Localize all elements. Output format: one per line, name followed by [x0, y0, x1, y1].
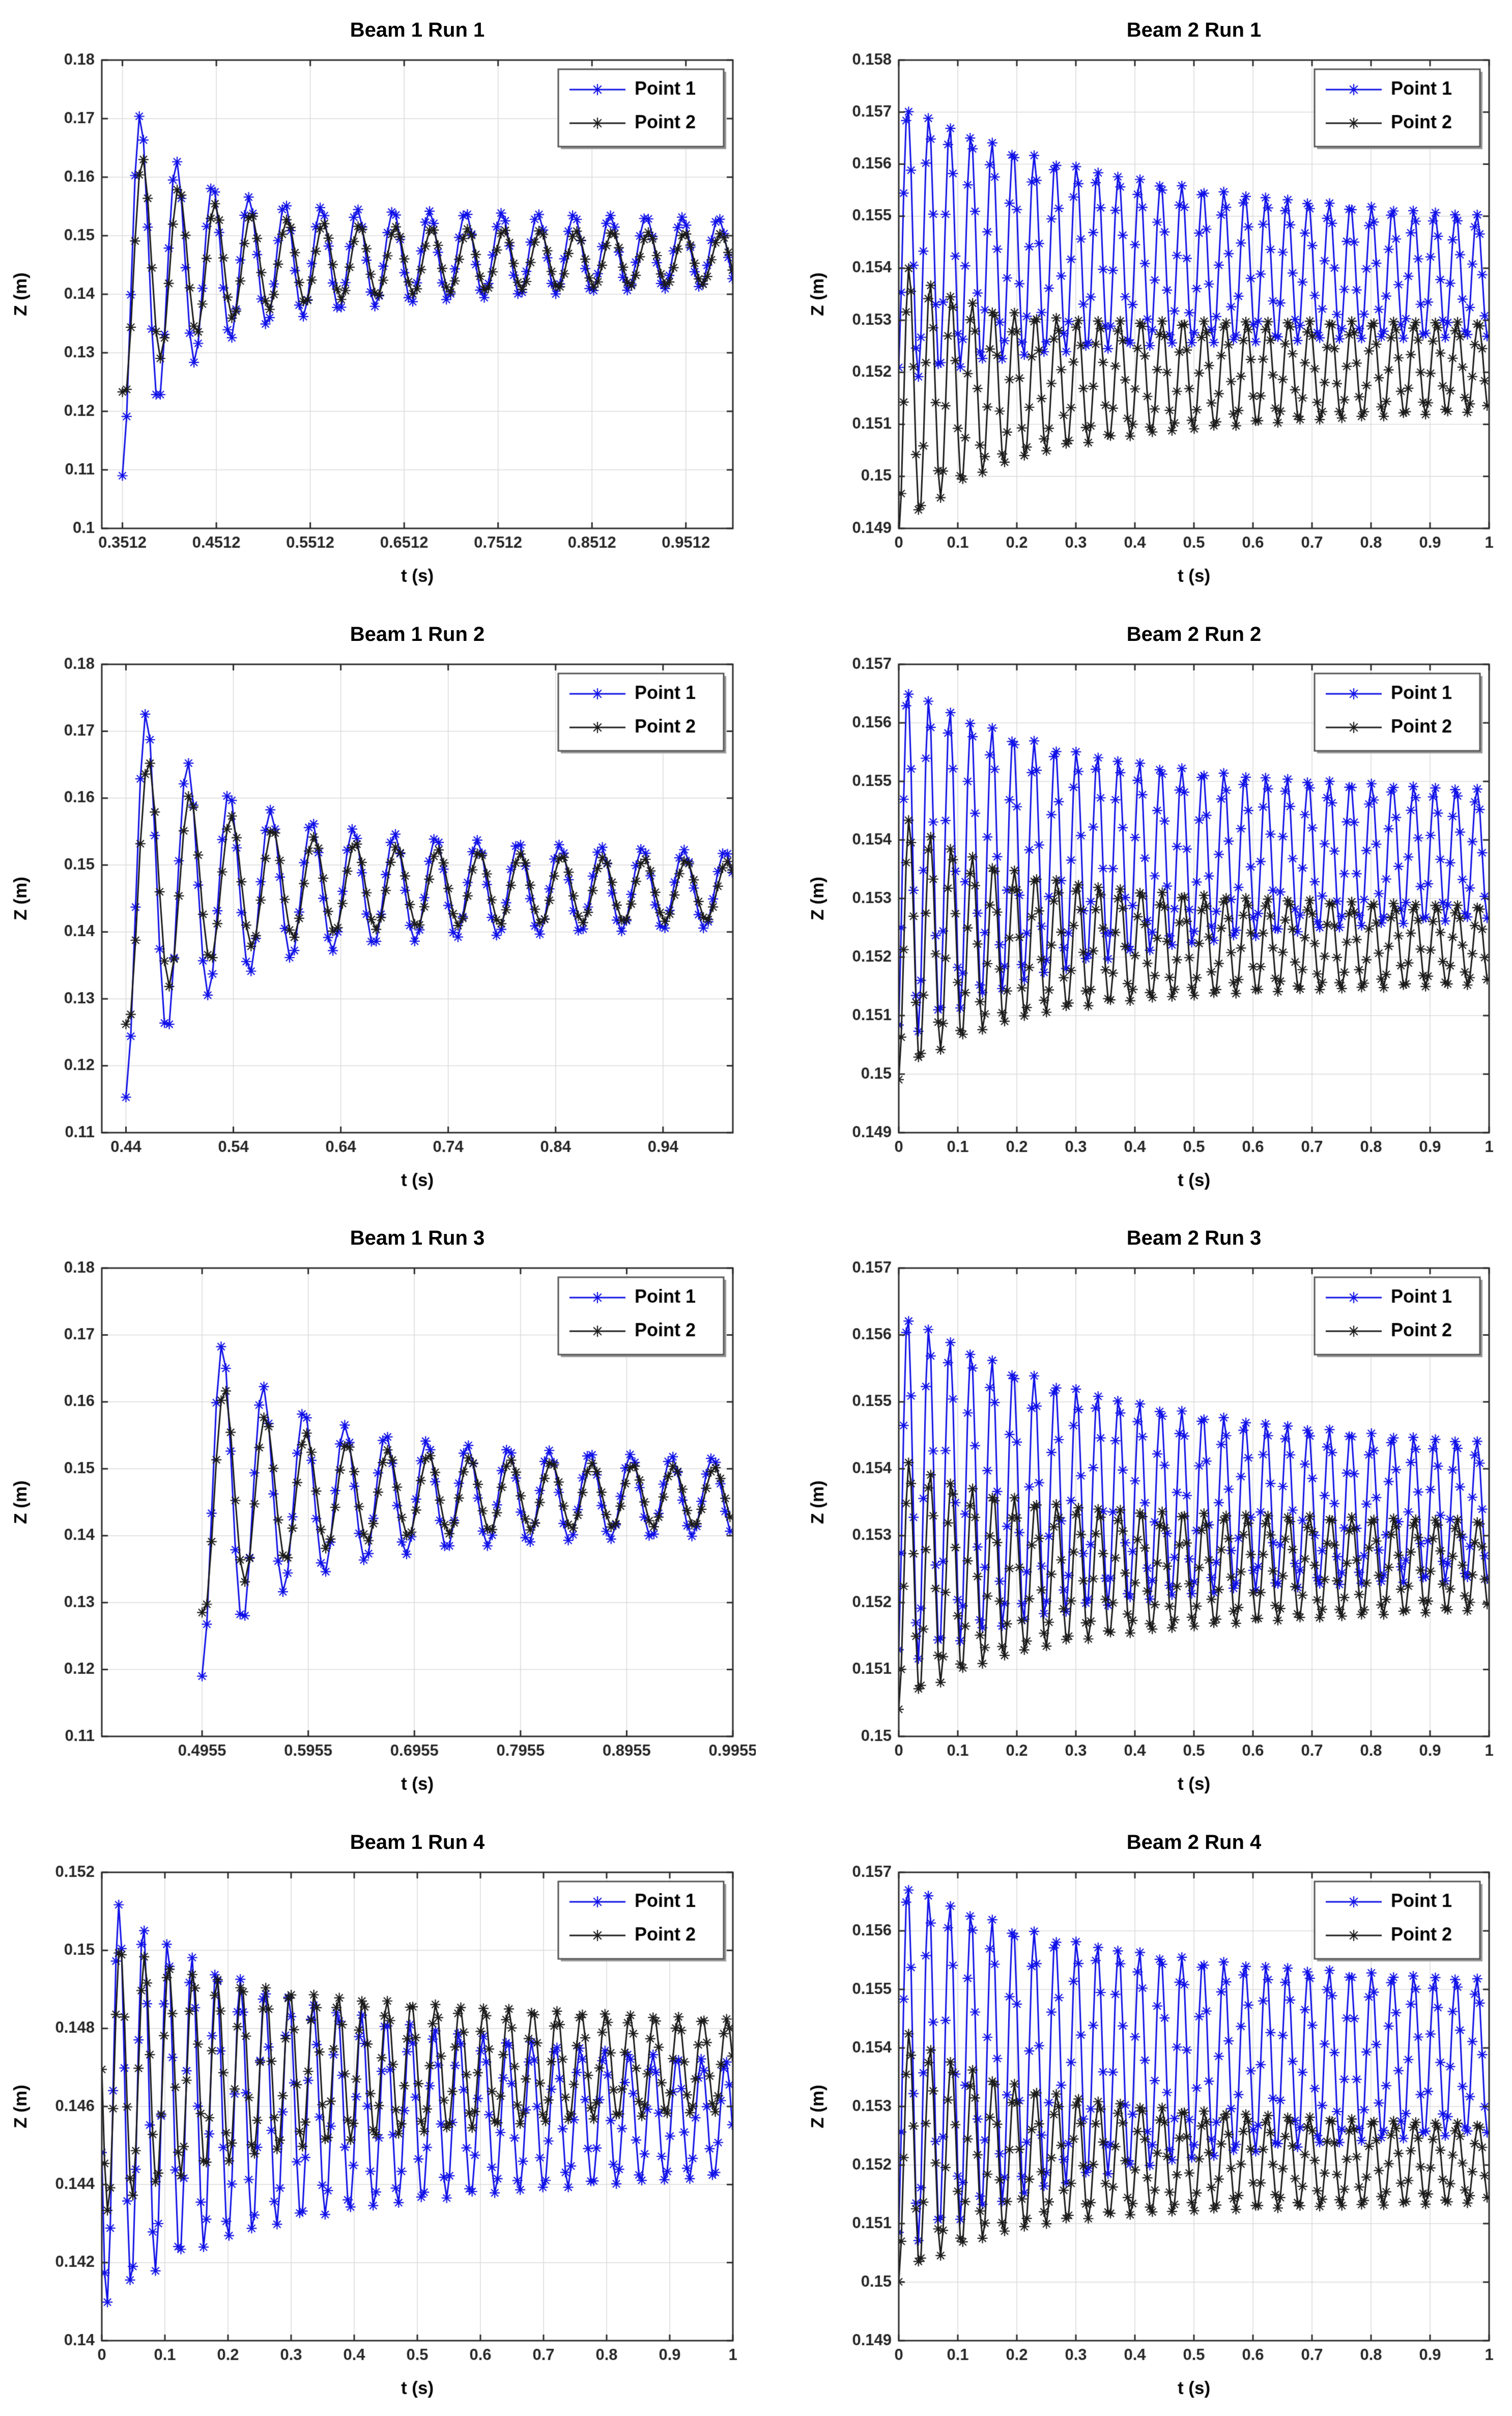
plot-title: Beam 1 Run 2 — [350, 623, 485, 645]
subplot-beam1-run2: Beam 1 Run 2 — [0, 604, 756, 1208]
subplot-beam2-run1: Beam 2 Run 1 — [756, 0, 1512, 604]
beam2-run3-chart-canvas — [756, 1208, 1512, 1812]
subplot-beam1-run4: Beam 1 Run 4 — [0, 1812, 756, 2416]
subplot-beam2-run3: Beam 2 Run 3 — [756, 1208, 1512, 1812]
beam1-run3-chart-canvas — [0, 1208, 756, 1812]
subplot-beam2-run4: Beam 2 Run 4 — [756, 1812, 1512, 2416]
subplot-beam2-run2: Beam 2 Run 2 — [756, 604, 1512, 1208]
beam1-run1-chart-canvas — [0, 0, 756, 604]
plot-title: Beam 1 Run 3 — [350, 1227, 485, 1249]
plot-title: Beam 2 Run 3 — [1126, 1227, 1262, 1249]
beam1-run2-chart-canvas — [0, 604, 756, 1208]
plot-title: Beam 1 Run 1 — [350, 19, 485, 41]
subplot-beam1-run3: Beam 1 Run 3 — [0, 1208, 756, 1812]
beam2-run2-chart-canvas — [756, 604, 1512, 1208]
plot-title: Beam 2 Run 4 — [1126, 1831, 1262, 1853]
beam2-run1-chart-canvas — [756, 0, 1512, 604]
subplot-beam1-run1: Beam 1 Run 1 — [0, 0, 756, 604]
plot-title: Beam 2 Run 2 — [1126, 623, 1262, 645]
plot-title: Beam 1 Run 4 — [350, 1831, 485, 1853]
beam1-run4-chart-canvas — [0, 1812, 756, 2416]
beam2-run4-chart-canvas — [756, 1812, 1512, 2416]
plot-title: Beam 2 Run 1 — [1126, 19, 1262, 41]
